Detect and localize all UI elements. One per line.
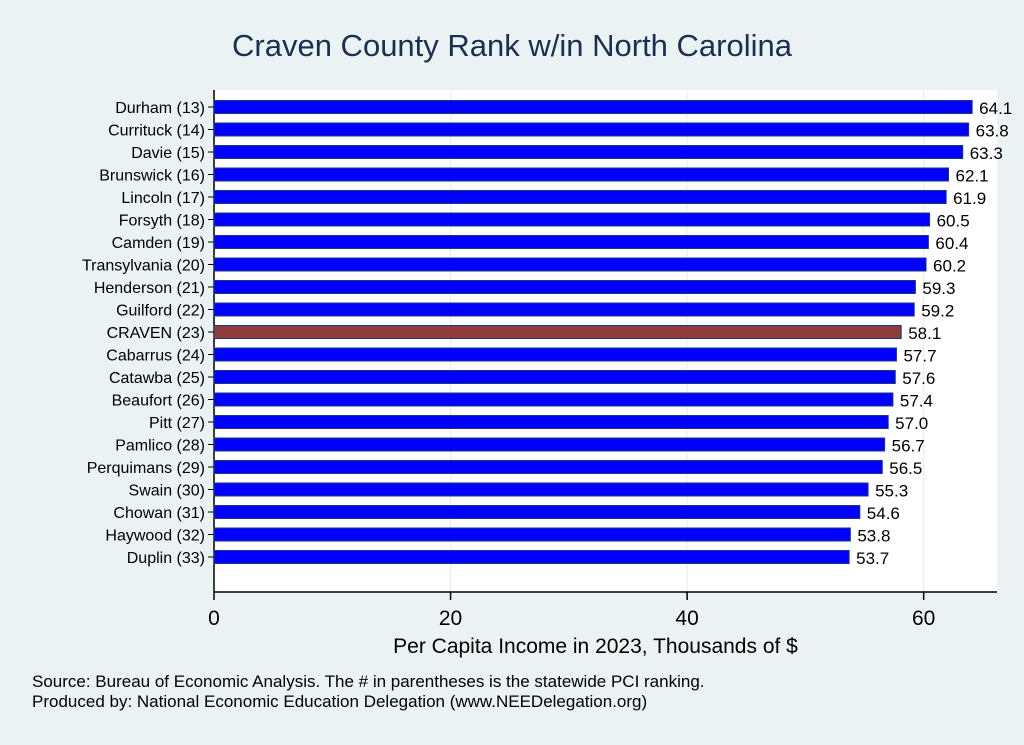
x-axis-label: Per Capita Income in 2023, Thousands of … (393, 635, 798, 658)
value-label: 57.4 (900, 392, 933, 411)
y-tick-label: Transylvania (20) (82, 258, 205, 275)
y-tick-label: Pamlico (28) (115, 438, 205, 455)
value-label: 60.2 (933, 257, 966, 276)
source-note: Source: Bureau of Economic Analysis. The… (32, 672, 705, 691)
value-label: 58.1 (908, 324, 941, 343)
value-label: 59.2 (921, 302, 954, 321)
y-tick-label: Brunswick (16) (99, 168, 205, 185)
value-label: 60.5 (937, 212, 970, 231)
value-label: 56.5 (889, 459, 922, 478)
bar (213, 302, 915, 317)
chart-title: Craven County Rank w/in North Carolina (232, 28, 792, 63)
value-label: 53.8 (857, 527, 890, 546)
bar (213, 347, 897, 362)
bar (213, 325, 902, 339)
bar (213, 392, 894, 407)
bar (213, 212, 931, 227)
y-tick-label: Davie (15) (131, 145, 205, 162)
bar (213, 100, 973, 114)
value-label: 57.0 (895, 414, 928, 433)
y-tick-label: Haywood (32) (105, 528, 205, 545)
value-label: 60.4 (935, 234, 968, 253)
bar (213, 415, 889, 429)
value-label: 53.7 (856, 549, 889, 568)
bar (213, 527, 851, 542)
bar (213, 460, 883, 474)
y-tick-label: Duplin (33) (127, 550, 205, 567)
y-tick-label: CRAVEN (23) (107, 325, 205, 342)
y-tick-label: Pitt (27) (149, 415, 205, 432)
value-label: 63.3 (970, 144, 1003, 163)
value-label: 59.3 (922, 279, 955, 298)
produced-note: Produced by: National Economic Education… (32, 692, 648, 711)
value-label: 56.7 (892, 437, 925, 456)
y-tick-label: Chowan (31) (113, 505, 205, 522)
bar (213, 550, 850, 564)
y-tick-label: Forsyth (18) (119, 213, 205, 230)
bar (213, 505, 861, 519)
y-tick-label: Swain (30) (129, 483, 205, 500)
y-tick-label: Henderson (21) (94, 280, 205, 297)
value-label: 63.8 (976, 122, 1009, 141)
x-tick-label: 60 (912, 607, 935, 630)
bar (213, 370, 896, 384)
value-label: 62.1 (956, 167, 989, 186)
y-tick-label: Cabarrus (24) (106, 348, 205, 365)
bar (213, 190, 947, 204)
value-label: 64.1 (979, 99, 1012, 118)
y-tick-label: Lincoln (17) (121, 190, 205, 207)
bar (213, 167, 950, 182)
y-tick-label: Perquimans (29) (87, 460, 205, 477)
value-label: 54.6 (867, 504, 900, 523)
y-tick-label: Beaufort (26) (112, 393, 205, 410)
x-tick-label: 0 (208, 607, 220, 630)
bar (213, 235, 929, 249)
bar (213, 482, 869, 497)
y-tick-label: Currituck (14) (108, 123, 205, 140)
x-tick-label: 20 (439, 607, 462, 630)
y-tick-label: Camden (19) (112, 235, 205, 252)
x-tick-label: 40 (675, 607, 698, 630)
value-label: 61.9 (953, 189, 986, 208)
bar (213, 280, 916, 294)
y-tick-label: Catawba (25) (109, 370, 205, 387)
value-label: 57.6 (902, 369, 935, 388)
bar (213, 122, 970, 137)
y-tick-label: Guilford (22) (116, 303, 205, 320)
y-tick-label: Durham (13) (115, 100, 205, 117)
value-label: 57.7 (903, 347, 936, 366)
bar (213, 257, 927, 272)
bar (213, 145, 964, 159)
value-label: 55.3 (875, 482, 908, 501)
bar (213, 437, 886, 452)
